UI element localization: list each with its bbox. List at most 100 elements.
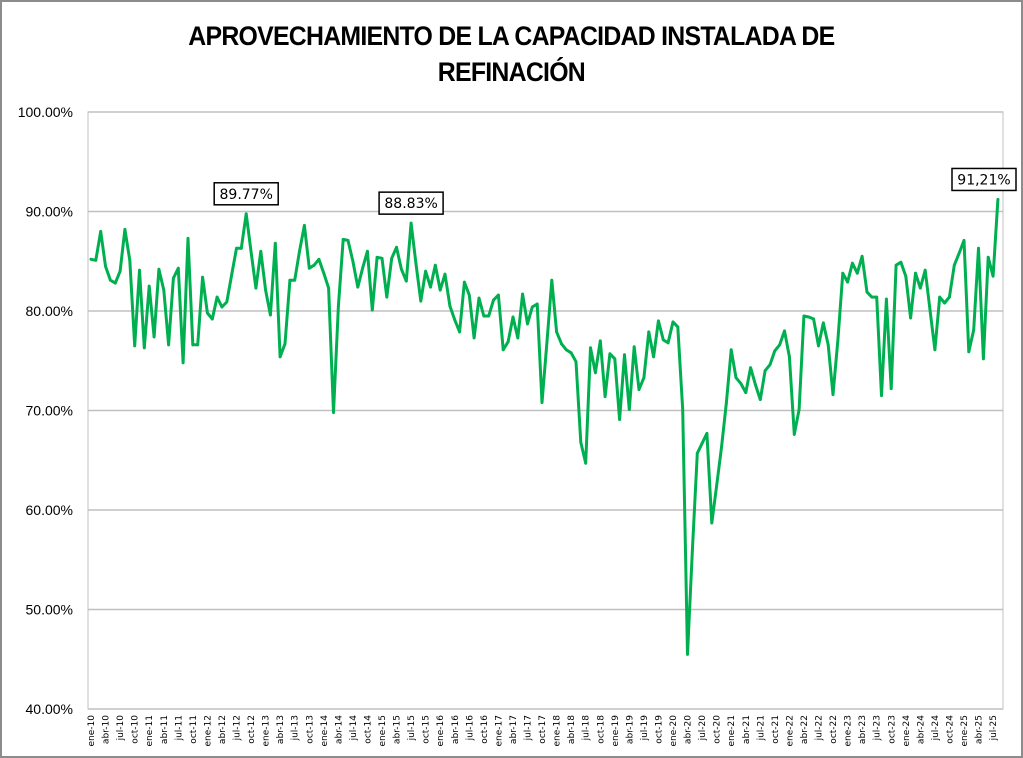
data-point xyxy=(152,335,156,339)
data-point xyxy=(433,263,437,267)
x-tick-label: oct-22 xyxy=(829,715,839,744)
data-point xyxy=(807,315,811,319)
data-point xyxy=(744,391,748,394)
data-point xyxy=(676,325,680,329)
data-point xyxy=(336,304,340,308)
data-point xyxy=(734,376,738,380)
data-point xyxy=(851,261,854,265)
data-point xyxy=(540,401,544,404)
data-point xyxy=(172,276,175,280)
data-point xyxy=(409,221,413,225)
x-tick-label: ene-12 xyxy=(203,715,213,746)
series-layer xyxy=(89,198,1000,656)
x-tick-label: oct-16 xyxy=(480,715,490,744)
data-point xyxy=(831,393,835,396)
data-point xyxy=(555,330,558,334)
data-point xyxy=(778,343,782,347)
data-point xyxy=(652,355,655,359)
data-point xyxy=(516,336,520,340)
y-tick-label: 70.00% xyxy=(26,403,73,419)
x-tick-label: jul-11 xyxy=(174,715,184,741)
x-tick-label: jul-20 xyxy=(698,715,708,742)
data-point xyxy=(914,271,917,275)
data-point xyxy=(991,274,995,278)
x-tick-label: jul-21 xyxy=(756,715,766,741)
x-tick-label: ene-17 xyxy=(494,715,504,746)
data-point xyxy=(288,278,292,282)
data-point xyxy=(754,383,757,387)
x-tick-label: jul-17 xyxy=(524,715,534,741)
data-point xyxy=(918,286,922,290)
x-tick-label: oct-10 xyxy=(131,715,141,744)
x-tick-label: oct-13 xyxy=(305,715,315,744)
data-point xyxy=(472,336,476,340)
x-tick-label: ene-19 xyxy=(611,715,621,747)
x-tick-label: oct-20 xyxy=(713,715,723,744)
data-point xyxy=(841,271,845,275)
data-point xyxy=(996,198,1000,201)
data-point xyxy=(967,350,971,354)
x-tick-label: abr-21 xyxy=(742,715,752,744)
data-point xyxy=(239,246,243,250)
data-point xyxy=(812,317,816,321)
data-point xyxy=(278,355,282,359)
data-point xyxy=(904,274,908,278)
data-point xyxy=(167,343,171,347)
data-point xyxy=(933,348,937,352)
data-point xyxy=(666,341,670,345)
data-point xyxy=(802,314,806,318)
x-tick-label: abr-25 xyxy=(975,715,985,744)
data-point xyxy=(724,402,728,405)
data-label: 91,21% xyxy=(957,172,1010,188)
data-point xyxy=(749,366,752,370)
data-point xyxy=(977,246,980,250)
data-point xyxy=(448,304,452,308)
data-point xyxy=(269,313,272,317)
data-point xyxy=(700,441,704,445)
data-point xyxy=(909,316,913,320)
data-points xyxy=(89,198,1000,656)
data-point xyxy=(196,343,200,347)
x-tick-label: ene-23 xyxy=(844,715,854,746)
x-tick-label: oct-17 xyxy=(538,715,548,744)
data-point xyxy=(453,318,457,322)
data-point xyxy=(327,286,331,290)
data-point xyxy=(603,395,607,398)
data-point xyxy=(550,278,554,282)
data-label-box xyxy=(213,182,279,206)
y-tick-label: 50.00% xyxy=(26,602,73,618)
data-point xyxy=(138,268,141,272)
x-tick-label: ene-14 xyxy=(320,715,330,747)
data-point xyxy=(763,369,767,373)
x-tick-label: abr-16 xyxy=(451,715,461,744)
data-point xyxy=(739,382,743,386)
x-tick-label: abr-13 xyxy=(276,715,286,744)
data-point xyxy=(797,408,801,411)
data-point xyxy=(492,298,495,302)
x-tick-label: ene-25 xyxy=(960,715,970,746)
x-tick-label: oct-12 xyxy=(247,715,257,744)
data-point xyxy=(419,299,423,303)
data-point xyxy=(952,263,956,267)
data-point xyxy=(948,295,951,299)
data-point xyxy=(875,295,879,299)
data-point xyxy=(511,315,515,319)
data-point xyxy=(366,249,369,253)
data-point xyxy=(817,344,820,348)
data-point xyxy=(424,269,428,273)
data-point xyxy=(356,285,360,289)
data-point xyxy=(720,445,723,449)
data-point xyxy=(618,418,622,421)
data-point xyxy=(361,266,364,270)
data-point xyxy=(986,255,990,259)
x-tick-label: jul-25 xyxy=(989,715,999,741)
data-point xyxy=(535,302,539,306)
data-point xyxy=(317,257,321,261)
data-point xyxy=(584,461,588,465)
data-point xyxy=(186,236,190,240)
x-tick-label: ene-11 xyxy=(145,715,155,746)
data-point xyxy=(438,288,442,292)
data-point xyxy=(429,285,432,289)
chart-title: APROVECHAMIENTO DE LA CAPACIDAD INSTALAD… xyxy=(41,18,982,90)
